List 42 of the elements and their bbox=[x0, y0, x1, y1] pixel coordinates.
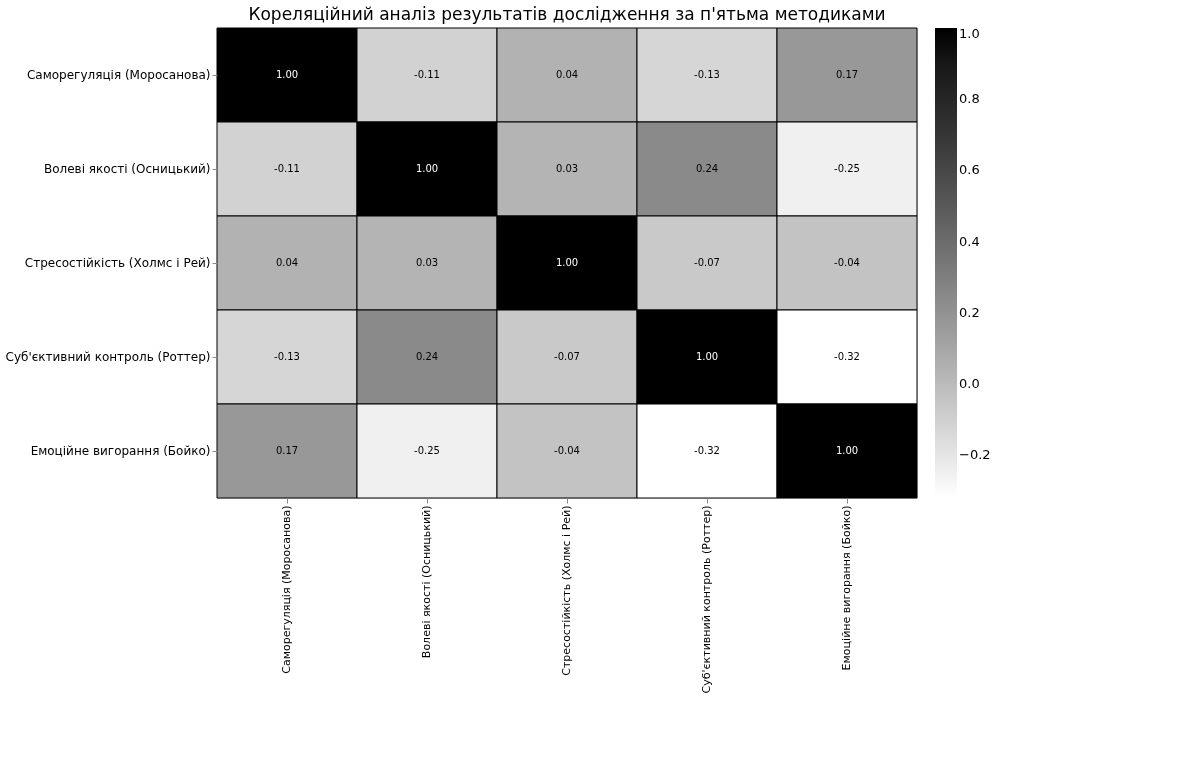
data-label: 1.00 bbox=[835, 445, 859, 456]
color-bar-label: −0.2 bbox=[959, 447, 991, 463]
data-label: 1.00 bbox=[555, 257, 579, 268]
y-tick-label: Стресостійкість (Холмс і Рей) bbox=[24, 256, 211, 270]
data-label: 1.00 bbox=[695, 351, 719, 362]
x-tick-label: Стресостійкість (Холмс і Рей) bbox=[560, 505, 573, 676]
color-bar-label: 0.6 bbox=[959, 162, 980, 178]
color-bar-label: 0.8 bbox=[959, 91, 980, 107]
data-label: 0.04 bbox=[275, 257, 299, 268]
data-label: 0.17 bbox=[275, 445, 299, 456]
chart-title: Кореляційний аналіз результатів дослідження за п'ятьма методиками bbox=[248, 3, 886, 24]
data-label: -0.25 bbox=[834, 163, 860, 174]
data-label: -0.04 bbox=[554, 445, 580, 456]
data-label: -0.32 bbox=[694, 445, 720, 456]
data-label: -0.11 bbox=[414, 69, 440, 80]
data-label: -0.32 bbox=[834, 351, 860, 362]
data-label: -0.25 bbox=[414, 445, 440, 456]
data-label: 0.24 bbox=[695, 163, 719, 174]
data-label: 1.00 bbox=[275, 69, 299, 80]
color-bar-label: 0.0 bbox=[959, 376, 980, 392]
y-tick-label: Волеві якості (Осницький) bbox=[43, 162, 211, 176]
data-label: 0.17 bbox=[835, 69, 859, 80]
data-label: 0.04 bbox=[555, 69, 579, 80]
y-tick-label: Саморегуляція (Моросанова) bbox=[26, 68, 211, 82]
y-tick-label: Суб'єктивний контроль (Роттер) bbox=[5, 350, 211, 364]
data-label: -0.07 bbox=[554, 351, 580, 362]
color-bar-label: 0.2 bbox=[959, 304, 980, 320]
data-label: 0.24 bbox=[415, 351, 439, 362]
data-label: -0.11 bbox=[274, 163, 300, 174]
data-label: 0.03 bbox=[555, 163, 579, 174]
data-label: -0.13 bbox=[274, 351, 300, 362]
data-label: -0.07 bbox=[694, 257, 720, 268]
data-label: -0.13 bbox=[694, 69, 720, 80]
x-tick-label: Волеві якості (Осницький) bbox=[420, 505, 433, 659]
color-bar-label: 0.4 bbox=[959, 233, 980, 249]
data-label: 0.03 bbox=[415, 257, 439, 268]
x-tick-label: Емоційне вигорання (Бойко) bbox=[840, 505, 853, 671]
data-label: 1.00 bbox=[415, 163, 439, 174]
data-label: -0.04 bbox=[834, 257, 860, 268]
y-tick-label: Емоційне вигорання (Бойко) bbox=[30, 444, 211, 458]
x-tick-label: Суб'єктивний контроль (Роттер) bbox=[700, 505, 713, 694]
color-bar-label: 1.0 bbox=[959, 26, 980, 41]
